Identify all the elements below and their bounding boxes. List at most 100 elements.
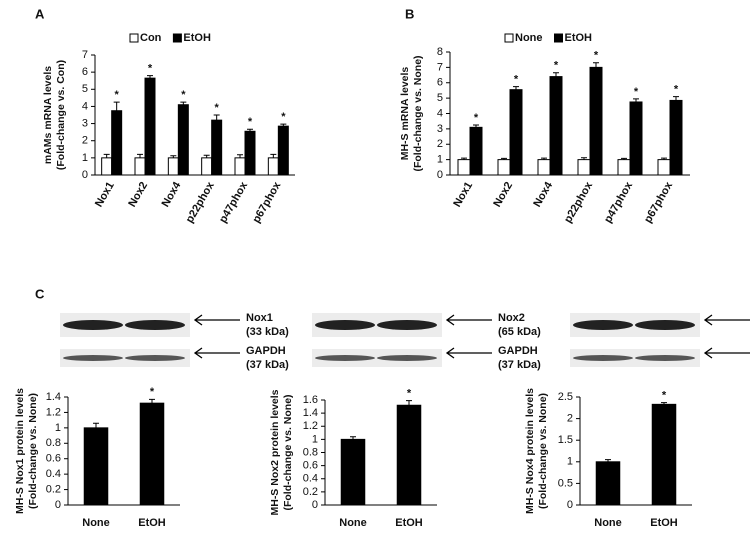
y-tick-label: 0.5 bbox=[558, 477, 573, 489]
x-tick-label: Nox1 bbox=[93, 180, 117, 209]
x-tick-label: None bbox=[82, 517, 110, 529]
blot-arrow bbox=[703, 314, 750, 326]
bar bbox=[111, 110, 123, 176]
error-bar bbox=[541, 157, 547, 160]
y-tick-label: 7 bbox=[82, 49, 88, 61]
blot-band bbox=[635, 355, 695, 361]
y-axis-label: mAMs mRNA levels bbox=[42, 66, 54, 164]
y-axis-label: (Fold-change vs. None) bbox=[412, 55, 424, 171]
y-tick-label: 0 bbox=[82, 169, 88, 181]
y-tick-label: 7 bbox=[437, 61, 443, 73]
legend-swatch bbox=[554, 33, 563, 43]
x-tick-label: Nox1 bbox=[451, 180, 475, 209]
blot-band bbox=[573, 320, 633, 330]
y-tick-label: 2 bbox=[82, 135, 88, 147]
bar bbox=[469, 126, 483, 176]
x-tick-label: None bbox=[339, 517, 367, 529]
error-bar bbox=[149, 398, 155, 404]
y-tick-label: 1.4 bbox=[46, 391, 61, 403]
error-bar bbox=[621, 157, 627, 160]
bar bbox=[139, 402, 165, 506]
error-bar bbox=[270, 153, 277, 158]
error-bar bbox=[661, 157, 667, 160]
legend-label: EtOH bbox=[183, 32, 211, 44]
y-tick-label: 1 bbox=[567, 456, 573, 468]
blot-band bbox=[315, 320, 375, 330]
y-tick-label: 1.5 bbox=[558, 434, 573, 446]
blot-arrow bbox=[193, 347, 240, 359]
x-tick-label: Nox2 bbox=[491, 180, 515, 209]
y-axis-label: MH-S Nox2 protein levels bbox=[269, 389, 281, 515]
blot-label: GAPDH bbox=[498, 345, 538, 357]
error-bar bbox=[113, 101, 120, 111]
legend-label: EtOH bbox=[565, 32, 593, 44]
blot-band bbox=[125, 355, 185, 361]
blot-band bbox=[377, 355, 437, 361]
y-tick-label: 1 bbox=[437, 154, 443, 166]
y-tick-label: 1 bbox=[82, 152, 88, 164]
bar bbox=[457, 159, 471, 176]
x-tick-label: p47phox bbox=[217, 179, 250, 225]
blot-size: (33 kDa) bbox=[246, 326, 289, 338]
y-tick-label: 1 bbox=[55, 422, 61, 434]
bar bbox=[211, 119, 223, 176]
error-bar bbox=[593, 62, 599, 68]
blot-arrow bbox=[445, 347, 492, 359]
x-tick-label: p22phox bbox=[184, 179, 217, 225]
x-tick-label: p47phox bbox=[602, 179, 635, 225]
error-bar bbox=[605, 459, 611, 462]
bar bbox=[267, 157, 279, 176]
blot-band bbox=[63, 355, 123, 361]
error-bar bbox=[513, 86, 519, 90]
bar bbox=[277, 125, 289, 176]
bar bbox=[340, 438, 366, 506]
error-bar bbox=[661, 402, 667, 405]
significance-marker: * bbox=[474, 112, 479, 124]
x-tick-label: Nox2 bbox=[126, 180, 150, 209]
significance-marker: * bbox=[215, 102, 220, 114]
bar bbox=[595, 461, 621, 506]
y-tick-label: 0 bbox=[55, 499, 61, 511]
error-bar bbox=[406, 400, 412, 406]
blot-arrow bbox=[703, 347, 750, 359]
bar bbox=[101, 157, 113, 176]
error-bar bbox=[103, 153, 110, 158]
significance-marker: * bbox=[115, 89, 120, 101]
significance-marker: * bbox=[407, 388, 412, 400]
y-tick-label: 0.6 bbox=[303, 460, 318, 472]
y-axis-label: (Fold-change vs. None) bbox=[282, 394, 294, 510]
bar bbox=[617, 159, 631, 176]
error-bar bbox=[633, 98, 639, 102]
bar bbox=[651, 403, 677, 506]
significance-marker: * bbox=[281, 111, 286, 123]
bar bbox=[577, 159, 591, 176]
bar bbox=[177, 104, 189, 176]
bar bbox=[234, 157, 246, 176]
blot-label: Nox2 bbox=[498, 312, 525, 324]
panel-letter: A bbox=[35, 6, 45, 21]
y-tick-label: 0.6 bbox=[46, 453, 61, 465]
y-tick-label: 6 bbox=[82, 66, 88, 78]
blot-size: (37 kDa) bbox=[246, 359, 289, 371]
bar bbox=[549, 76, 563, 176]
y-tick-label: 8 bbox=[437, 46, 443, 58]
legend-label: None bbox=[515, 32, 543, 44]
error-bar bbox=[473, 124, 479, 128]
x-tick-label: p67phox bbox=[642, 179, 675, 225]
error-bar bbox=[461, 157, 467, 160]
y-tick-label: 0.8 bbox=[303, 446, 318, 458]
error-bar bbox=[180, 101, 187, 105]
blot-size: (37 kDa) bbox=[498, 359, 541, 371]
error-bar bbox=[237, 154, 243, 158]
significance-marker: * bbox=[150, 386, 155, 398]
y-tick-label: 6 bbox=[437, 77, 443, 89]
error-bar bbox=[501, 157, 507, 160]
y-tick-label: 3 bbox=[437, 123, 443, 135]
panel-letter: B bbox=[405, 6, 414, 21]
y-axis-label: (Fold-change vs. None) bbox=[27, 393, 39, 509]
blot-size: (65 kDa) bbox=[498, 326, 541, 338]
blot-band bbox=[125, 320, 185, 330]
y-tick-label: 2 bbox=[567, 413, 573, 425]
blot-arrow bbox=[445, 314, 492, 326]
